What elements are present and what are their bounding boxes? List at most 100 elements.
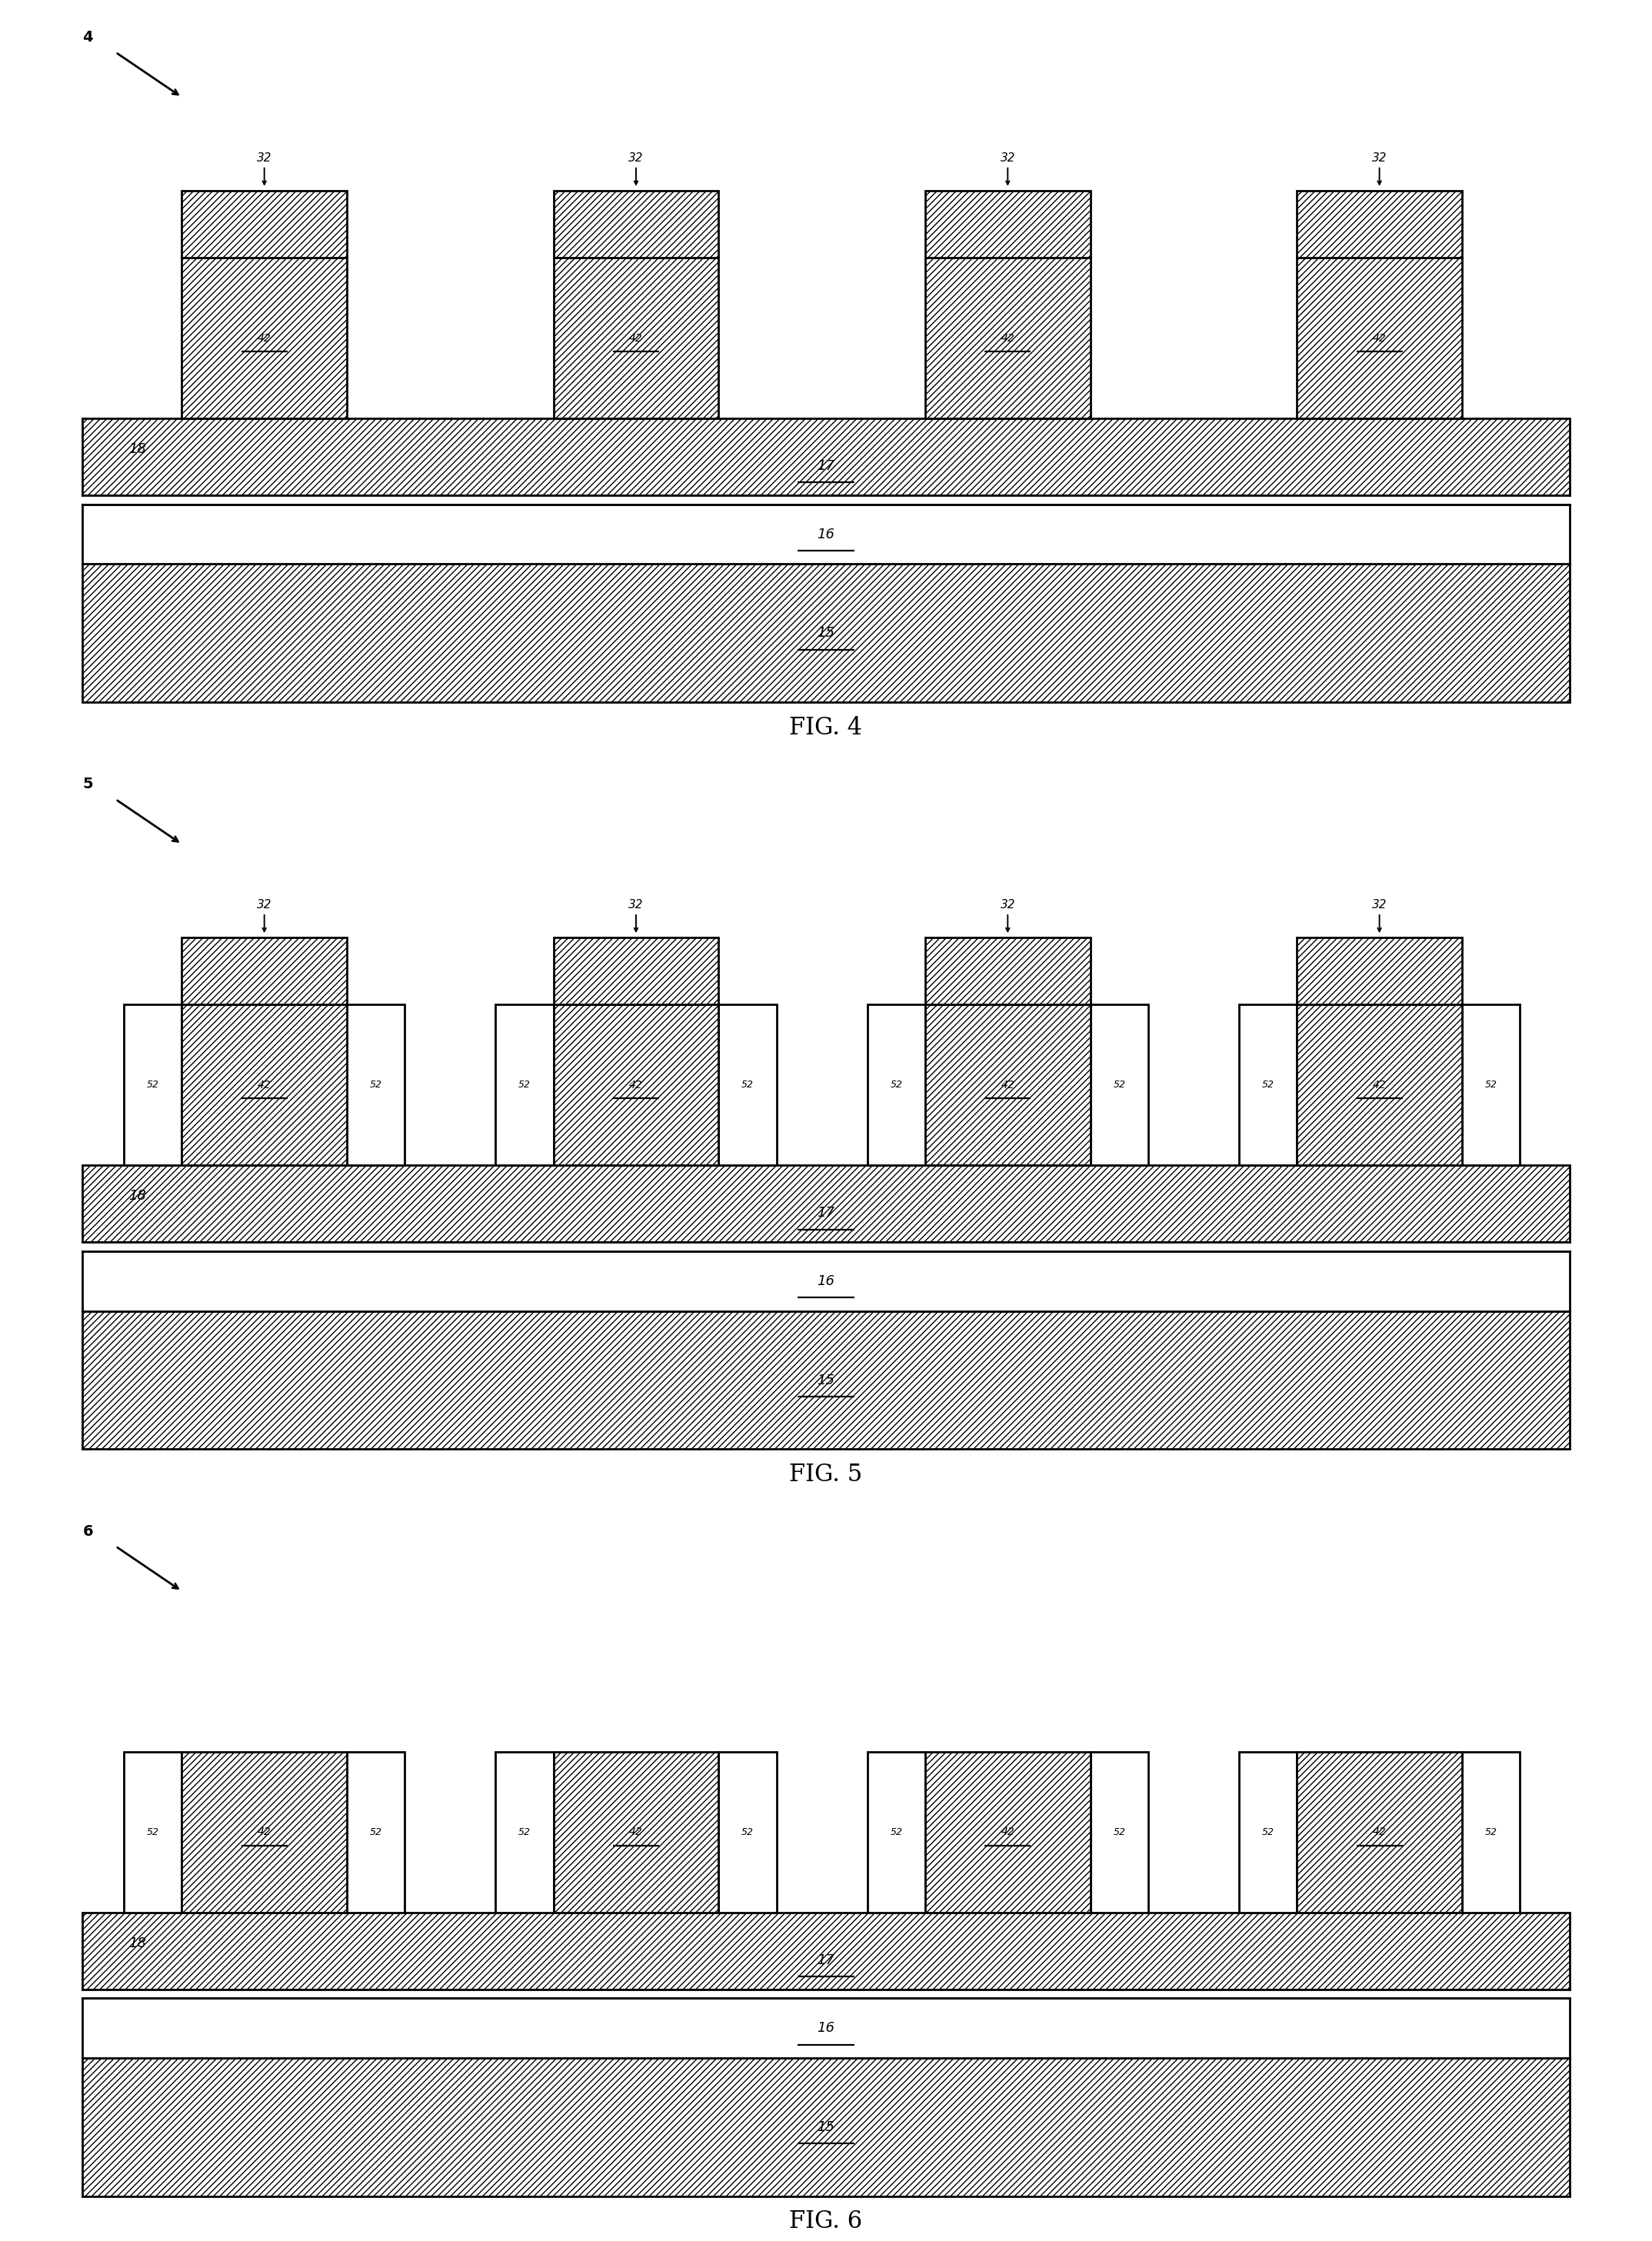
Text: 42: 42 [258, 332, 271, 343]
Text: 52: 52 [890, 1826, 902, 1838]
Bar [1297, 1004, 1462, 1165]
Text: 42: 42 [1001, 1826, 1014, 1838]
Bar [182, 190, 347, 258]
Bar [1090, 1752, 1148, 1912]
Text: 17: 17 [818, 459, 834, 473]
Bar [182, 258, 347, 419]
Text: 52: 52 [147, 1826, 159, 1838]
Bar [1297, 190, 1462, 258]
Text: 18: 18 [129, 1936, 147, 1950]
Bar [553, 937, 719, 1004]
Text: 52: 52 [370, 1080, 382, 1089]
Text: 15: 15 [818, 2120, 834, 2133]
Bar [182, 1752, 347, 1912]
Text: 52: 52 [370, 1826, 382, 1838]
Bar [496, 1752, 553, 1912]
Bar [83, 1990, 1569, 1999]
Text: 42: 42 [1373, 1080, 1386, 1091]
Bar [124, 1752, 182, 1912]
Text: FIG. 4: FIG. 4 [790, 715, 862, 740]
Text: 17: 17 [818, 1206, 834, 1219]
Text: 42: 42 [629, 1080, 643, 1091]
Bar [83, 2057, 1569, 2196]
Text: 32: 32 [999, 899, 1016, 910]
Bar [182, 1004, 347, 1165]
Text: FIG. 6: FIG. 6 [790, 2210, 862, 2234]
Text: 4: 4 [83, 29, 93, 45]
Text: 16: 16 [818, 527, 834, 540]
Bar [553, 1752, 719, 1912]
Bar [553, 258, 719, 419]
Bar [553, 1004, 719, 1165]
Text: 32: 32 [628, 152, 644, 164]
Text: 32: 32 [1371, 152, 1388, 164]
Text: 52: 52 [742, 1080, 753, 1089]
Text: 32: 32 [256, 899, 273, 910]
Bar [1297, 1752, 1462, 1912]
Text: 42: 42 [1373, 332, 1386, 343]
Bar [182, 937, 347, 1004]
Bar [1462, 1752, 1520, 1912]
Text: 42: 42 [629, 1826, 643, 1838]
Text: 16: 16 [818, 1275, 834, 1289]
Text: 15: 15 [818, 1374, 834, 1387]
Bar [867, 1752, 925, 1912]
Bar [1297, 258, 1462, 419]
Bar [496, 1004, 553, 1165]
Bar [925, 1752, 1090, 1912]
Text: 42: 42 [258, 1080, 271, 1091]
Text: 32: 32 [999, 152, 1016, 164]
Text: 52: 52 [1262, 1826, 1274, 1838]
Text: 15: 15 [818, 625, 834, 641]
Text: 52: 52 [147, 1080, 159, 1089]
Bar [1297, 937, 1462, 1004]
Text: 42: 42 [258, 1826, 271, 1838]
Text: 52: 52 [519, 1826, 530, 1838]
Text: 52: 52 [1113, 1826, 1125, 1838]
Bar [867, 1004, 925, 1165]
Bar [83, 1912, 1569, 1990]
Bar [83, 1250, 1569, 1311]
Bar [347, 1004, 405, 1165]
Bar [925, 937, 1090, 1004]
Bar [347, 1752, 405, 1912]
Bar [925, 258, 1090, 419]
Text: 16: 16 [818, 2021, 834, 2035]
Bar [124, 1004, 182, 1165]
Bar [1239, 1752, 1297, 1912]
Bar [83, 419, 1569, 495]
Bar [83, 1999, 1569, 2057]
Bar [83, 1165, 1569, 1242]
Text: 52: 52 [742, 1826, 753, 1838]
Text: 5: 5 [83, 778, 93, 791]
Text: 52: 52 [890, 1080, 902, 1089]
Text: 32: 32 [628, 899, 644, 910]
Bar [83, 1242, 1569, 1250]
Text: 32: 32 [256, 152, 273, 164]
Text: 42: 42 [1001, 1080, 1014, 1091]
Text: 32: 32 [1371, 899, 1388, 910]
Text: 42: 42 [1001, 332, 1014, 343]
Bar [553, 190, 719, 258]
Text: 18: 18 [129, 1190, 147, 1203]
Text: 52: 52 [1485, 1826, 1497, 1838]
Bar [719, 1004, 776, 1165]
Text: 6: 6 [83, 1524, 93, 1540]
Bar [83, 504, 1569, 565]
Bar [1239, 1004, 1297, 1165]
Bar [719, 1752, 776, 1912]
Text: 52: 52 [519, 1080, 530, 1089]
Bar [1090, 1004, 1148, 1165]
Text: 52: 52 [1262, 1080, 1274, 1089]
Bar [925, 1004, 1090, 1165]
Text: 18: 18 [129, 441, 147, 455]
Text: 17: 17 [818, 1954, 834, 1968]
Bar [925, 190, 1090, 258]
Bar [83, 565, 1569, 701]
Text: FIG. 5: FIG. 5 [790, 1463, 862, 1486]
Text: 52: 52 [1485, 1080, 1497, 1089]
Text: 42: 42 [1373, 1826, 1386, 1838]
Bar [83, 1311, 1569, 1450]
Text: 52: 52 [1113, 1080, 1125, 1089]
Bar [83, 495, 1569, 504]
